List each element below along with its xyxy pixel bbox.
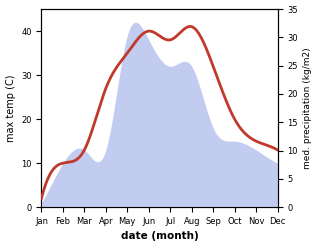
X-axis label: date (month): date (month) — [121, 231, 198, 242]
Y-axis label: med. precipitation (kg/m2): med. precipitation (kg/m2) — [303, 47, 313, 169]
Y-axis label: max temp (C): max temp (C) — [5, 74, 16, 142]
